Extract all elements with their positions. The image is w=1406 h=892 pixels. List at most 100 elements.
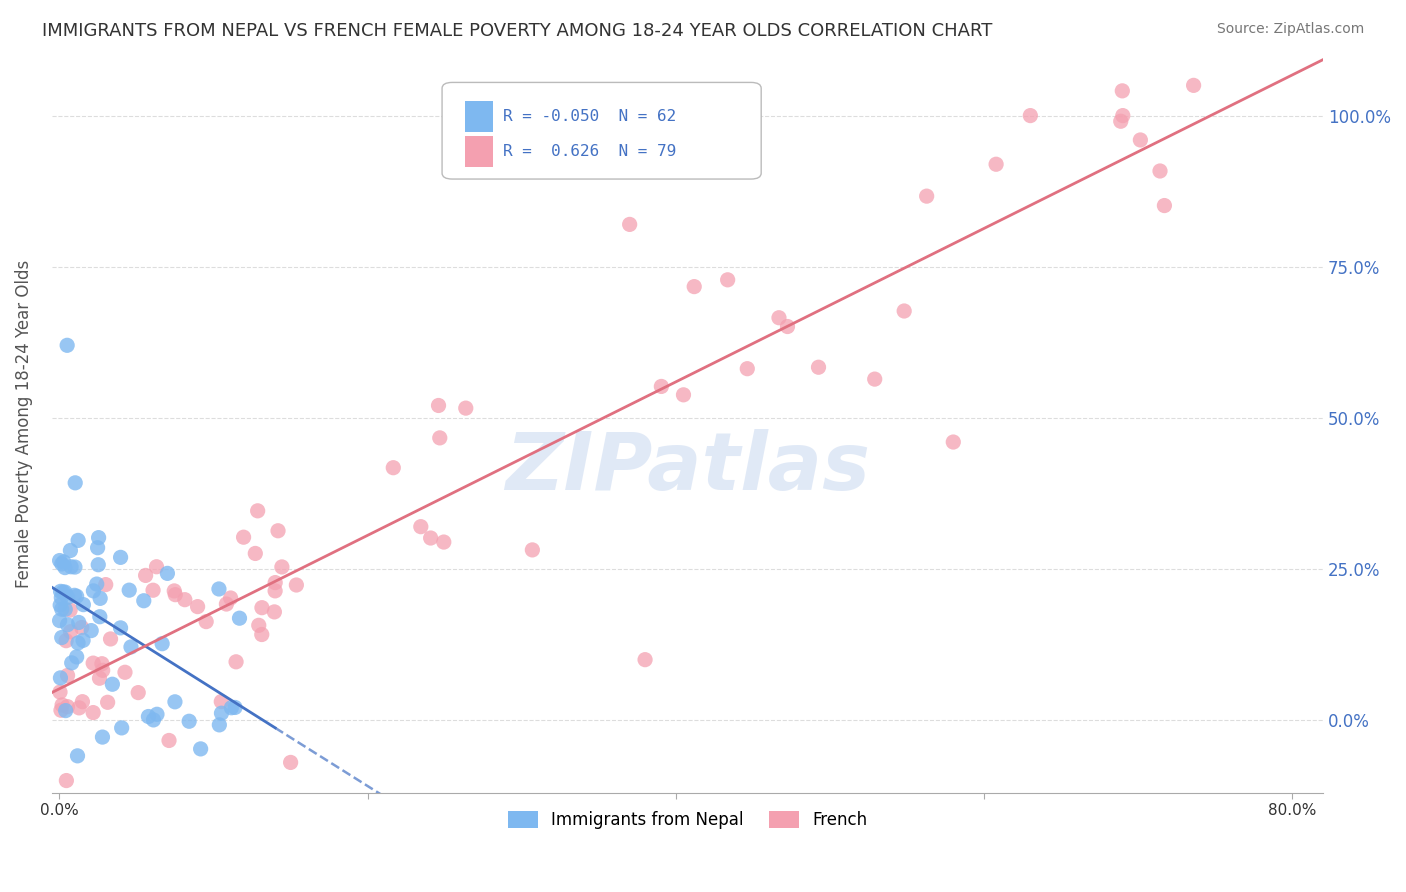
Point xyxy=(72,633,94,648)
Point xyxy=(56,668,79,682)
Point xyxy=(1112,109,1135,123)
Point xyxy=(63,475,86,490)
Point xyxy=(56,338,79,352)
Point xyxy=(118,583,141,598)
Point xyxy=(1129,133,1152,147)
Point xyxy=(53,560,76,574)
Point xyxy=(86,541,108,555)
Point xyxy=(409,519,432,533)
Point xyxy=(110,550,132,565)
Point xyxy=(94,577,117,591)
Point xyxy=(264,583,287,598)
Point xyxy=(419,531,441,545)
Point xyxy=(89,609,111,624)
Point xyxy=(672,388,695,402)
Point xyxy=(63,560,86,574)
Point xyxy=(56,591,79,605)
Point xyxy=(82,706,104,720)
Point xyxy=(53,585,76,599)
Point xyxy=(110,621,132,635)
Point xyxy=(66,636,89,650)
Point xyxy=(807,360,830,375)
Point xyxy=(382,460,405,475)
Point xyxy=(163,583,186,598)
Point xyxy=(165,588,187,602)
Point xyxy=(942,435,965,450)
Point xyxy=(245,546,267,560)
Point xyxy=(250,627,273,641)
Point xyxy=(111,721,134,735)
Point xyxy=(735,361,758,376)
Point xyxy=(215,597,238,611)
Point xyxy=(228,611,250,625)
Point xyxy=(768,310,790,325)
Point xyxy=(1182,78,1205,93)
Point xyxy=(67,533,90,548)
Point xyxy=(263,605,285,619)
Point xyxy=(49,703,72,717)
Point xyxy=(209,695,232,709)
Text: IMMIGRANTS FROM NEPAL VS FRENCH FEMALE POVERTY AMONG 18-24 YEAR OLDS CORRELATION: IMMIGRANTS FROM NEPAL VS FRENCH FEMALE P… xyxy=(42,22,993,40)
Point xyxy=(100,632,122,646)
Point xyxy=(208,582,231,596)
Point xyxy=(142,713,165,727)
Point xyxy=(52,585,75,599)
Point xyxy=(280,756,302,770)
Point xyxy=(67,615,90,630)
Text: R = -0.050  N = 62: R = -0.050 N = 62 xyxy=(503,109,676,124)
Point xyxy=(1149,164,1171,178)
Point xyxy=(56,617,79,632)
Point xyxy=(650,379,672,393)
Text: R =  0.626  N = 79: R = 0.626 N = 79 xyxy=(503,144,676,159)
Y-axis label: Female Poverty Among 18-24 Year Olds: Female Poverty Among 18-24 Year Olds xyxy=(15,260,32,588)
Point xyxy=(127,685,149,699)
Point xyxy=(52,555,75,569)
Point xyxy=(51,631,73,645)
Point xyxy=(72,695,94,709)
Point xyxy=(82,656,104,670)
Point xyxy=(190,742,212,756)
Point xyxy=(634,653,657,667)
Point xyxy=(142,583,165,598)
Point xyxy=(87,558,110,572)
Point xyxy=(221,700,243,714)
Point xyxy=(270,560,292,574)
FancyBboxPatch shape xyxy=(465,136,494,167)
Point xyxy=(66,649,89,664)
Point xyxy=(157,733,180,747)
Point xyxy=(97,695,120,709)
Point xyxy=(150,637,173,651)
Point xyxy=(429,431,451,445)
Point xyxy=(247,618,270,632)
Legend: Immigrants from Nepal, French: Immigrants from Nepal, French xyxy=(501,805,873,836)
Point xyxy=(135,568,157,582)
Point xyxy=(132,593,155,607)
Point xyxy=(49,584,72,599)
Text: ZIPatlas: ZIPatlas xyxy=(505,429,870,508)
Point xyxy=(86,577,108,591)
Point xyxy=(66,589,89,603)
Point xyxy=(56,699,79,714)
Point xyxy=(156,566,179,581)
Point xyxy=(91,730,114,744)
Point xyxy=(863,372,886,386)
Point xyxy=(55,704,77,718)
Point xyxy=(264,575,287,590)
Point xyxy=(285,578,308,592)
Point xyxy=(59,603,82,617)
Point xyxy=(66,748,89,763)
Point xyxy=(683,279,706,293)
Point xyxy=(60,656,83,670)
Point xyxy=(219,591,242,605)
Point xyxy=(232,530,254,544)
Point xyxy=(427,399,450,413)
Point xyxy=(55,773,77,788)
Point xyxy=(225,655,247,669)
FancyBboxPatch shape xyxy=(465,101,494,132)
FancyBboxPatch shape xyxy=(441,82,761,179)
Point xyxy=(63,588,86,602)
Text: Source: ZipAtlas.com: Source: ZipAtlas.com xyxy=(1216,22,1364,37)
Point xyxy=(146,707,169,722)
Point xyxy=(91,663,114,677)
Point xyxy=(89,591,111,606)
